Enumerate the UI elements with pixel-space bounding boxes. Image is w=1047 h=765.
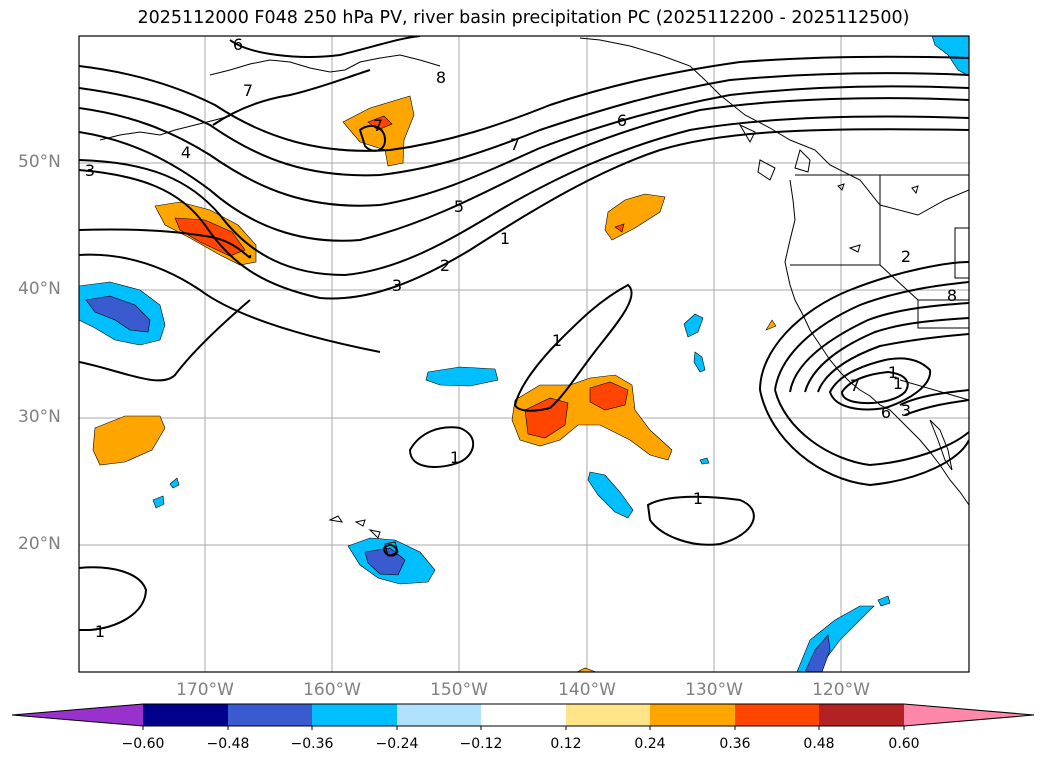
colorbar-segment xyxy=(143,704,228,726)
lon-label: 120°W xyxy=(812,680,870,700)
pv-contour-label: 5 xyxy=(454,197,464,216)
colorbar-tick-label: 0.60 xyxy=(888,736,920,752)
lat-label: 50°N xyxy=(18,152,61,172)
colorbar-segment xyxy=(819,704,904,726)
colorbar-segment xyxy=(312,704,397,726)
pv-contour-label: 7 xyxy=(850,376,860,395)
map-border xyxy=(78,35,970,673)
pv-contour-label: 7 xyxy=(243,81,253,100)
lon-label: 140°W xyxy=(558,680,616,700)
pv-contour-label: 6 xyxy=(881,403,891,422)
colorbar-segment xyxy=(12,704,143,726)
colorbar xyxy=(11,703,1035,730)
colorbar-tick-label: −0.48 xyxy=(206,736,250,752)
lon-label: 160°W xyxy=(303,680,361,700)
colorbar-segment xyxy=(566,704,650,726)
colorbar-tick-label: 0.36 xyxy=(719,736,751,752)
precip-positive xyxy=(92,95,777,672)
precip-negative xyxy=(79,36,969,672)
lon-label: 130°W xyxy=(685,680,743,700)
colorbar-segment xyxy=(650,704,735,726)
colorbar-segment xyxy=(735,704,819,726)
colorbar-segment xyxy=(228,704,312,726)
pv-contour-label: 4 xyxy=(181,143,191,162)
lat-label: 30°N xyxy=(18,407,61,427)
colorbar-tick-label: 0.48 xyxy=(803,736,835,752)
pv-contour-label: 1 xyxy=(95,622,105,641)
colorbar-tick-label: −0.24 xyxy=(375,736,419,752)
pv-contour-label: 6 xyxy=(233,35,243,54)
pv-contour-label: 1 xyxy=(888,363,898,382)
colorbar-tick-label: 0.12 xyxy=(550,736,582,752)
lon-label: 170°W xyxy=(176,680,234,700)
pv-contour-label: 2 xyxy=(901,247,911,266)
lat-label: 20°N xyxy=(18,534,61,554)
pv-contour-label: 6 xyxy=(617,111,627,130)
colorbar-tick-label: 0.24 xyxy=(634,736,666,752)
pv-contour-label: 2 xyxy=(440,256,450,275)
pv-contour-label: 8 xyxy=(436,68,446,87)
chart-title: 2025112000 F048 250 hPa PV, river basin … xyxy=(137,8,910,28)
pv-contour-label: 7 xyxy=(510,135,520,154)
pv-contour-label: 8 xyxy=(947,286,957,305)
pv-contour-label: 1 xyxy=(893,374,903,393)
colorbar-tick-label: −0.12 xyxy=(459,736,503,752)
pv-contour-label: 3 xyxy=(392,276,402,295)
pv-contour-label: 3 xyxy=(901,401,911,420)
pv-contour-label: 1 xyxy=(450,448,460,467)
pv-contour-label: 1 xyxy=(693,489,703,508)
pv-contours xyxy=(79,36,969,631)
pv-contour-label: 1 xyxy=(552,331,562,350)
colorbar-segment xyxy=(904,704,1034,726)
lat-label: 40°N xyxy=(18,279,61,299)
pv-contour-label: 7 xyxy=(373,116,383,135)
colorbar-segment xyxy=(397,704,481,726)
colorbar-tick-label: −0.60 xyxy=(121,736,165,752)
lon-label: 150°W xyxy=(430,680,488,700)
colorbar-segment xyxy=(481,704,566,726)
pv-contour-label: 1 xyxy=(500,229,510,248)
pv-contour-label: 3 xyxy=(85,161,95,180)
colorbar-tick-label: −0.36 xyxy=(290,736,334,752)
